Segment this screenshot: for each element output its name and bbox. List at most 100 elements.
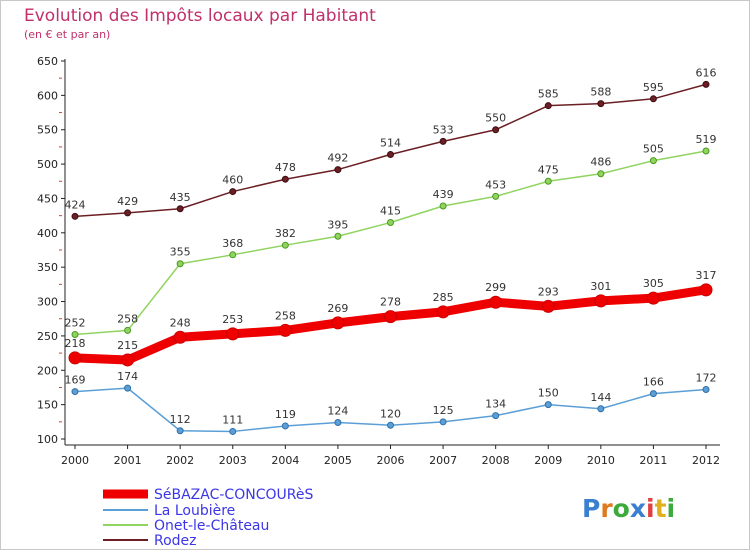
- data-point: [121, 353, 135, 367]
- data-label: 475: [538, 163, 559, 176]
- x-tick-label: 2010: [587, 454, 615, 467]
- data-label: 478: [275, 161, 296, 174]
- series-layer: 169 174 112 111 119 124 120 125 134 150 144 166 172 2…: [65, 66, 717, 435]
- data-label: 415: [380, 205, 401, 218]
- y-tick-label: 400: [37, 227, 58, 240]
- data-label: 120: [380, 407, 401, 420]
- data-label: 301: [590, 280, 611, 293]
- data-point: [176, 205, 184, 213]
- data-point: [492, 192, 500, 200]
- x-tick-label: 2008: [482, 454, 510, 467]
- x-tick-label: 2007: [429, 454, 457, 467]
- data-point: [597, 170, 605, 178]
- y-tick-label: 650: [37, 55, 58, 68]
- data-label: 595: [643, 81, 664, 94]
- data-label: 368: [222, 237, 243, 250]
- legend-label: Onet-le-Château: [154, 518, 269, 534]
- brand-letter: x: [630, 494, 646, 523]
- brand-logo: Proxiti: [582, 494, 675, 523]
- data-label: 514: [380, 136, 401, 149]
- data-label: 144: [590, 391, 611, 404]
- data-label: 111: [222, 413, 243, 426]
- series-3: 424 429 435 460 478 492 514 533 550 585 588 595 616: [65, 66, 717, 220]
- data-point: [387, 150, 394, 158]
- data-label: 174: [117, 370, 138, 383]
- brand-letter: i: [646, 494, 655, 523]
- brand-letter: r: [600, 494, 613, 523]
- brand-letter: i: [667, 494, 676, 523]
- data-point: [439, 202, 447, 210]
- data-label: 253: [222, 313, 243, 326]
- data-label: 252: [65, 317, 86, 330]
- x-tick-label: 2002: [166, 454, 194, 467]
- data-label: 269: [327, 302, 348, 315]
- data-label: 305: [643, 277, 664, 290]
- data-label: 355: [170, 246, 191, 259]
- data-point: [492, 126, 500, 134]
- data-point: [176, 260, 184, 268]
- data-label: 299: [485, 281, 506, 294]
- data-label: 278: [380, 296, 401, 309]
- series-1: 169 174 112 111 119 124 120 125 134 150 144 166 172: [65, 370, 717, 435]
- data-label: 424: [65, 198, 86, 211]
- brand-letter: P: [582, 494, 600, 523]
- data-label: 486: [590, 156, 611, 169]
- axes: 100 150 200 250 300 350 400 450 500 550 600 650 2000…: [37, 55, 720, 467]
- data-label: 172: [696, 372, 717, 385]
- data-label: 215: [117, 339, 138, 352]
- data-point: [229, 188, 237, 196]
- data-point: [699, 283, 713, 297]
- chart-subtitle: (en € et par an): [24, 28, 110, 41]
- data-point: [384, 310, 397, 324]
- data-label: 119: [275, 408, 296, 421]
- data-label: 169: [65, 374, 86, 387]
- data-point: [278, 323, 292, 337]
- data-label: 150: [538, 387, 559, 400]
- data-label: 285: [433, 291, 454, 304]
- y-tick-label: 600: [37, 89, 58, 102]
- data-label: 460: [222, 174, 243, 187]
- x-tick-label: 2011: [639, 454, 667, 467]
- data-label: 492: [327, 152, 348, 165]
- data-label: 429: [117, 195, 138, 208]
- data-label: 550: [485, 112, 506, 125]
- y-tick-label: 350: [37, 261, 58, 274]
- x-tick-label: 2012: [692, 454, 720, 467]
- y-tick-label: 500: [37, 158, 58, 171]
- data-point: [544, 177, 552, 185]
- x-tick-label: 2009: [534, 454, 562, 467]
- data-point: [229, 251, 237, 259]
- data-point: [649, 390, 657, 398]
- data-point: [71, 331, 79, 339]
- data-point: [71, 212, 79, 220]
- data-point: [594, 294, 608, 308]
- x-tick-label: 2001: [114, 454, 142, 467]
- data-point: [702, 386, 710, 394]
- y-tick-label: 150: [37, 399, 58, 412]
- data-label: 124: [327, 405, 348, 418]
- data-label: 166: [643, 376, 664, 389]
- data-point: [544, 102, 552, 110]
- data-point: [702, 147, 710, 155]
- data-label: 293: [538, 285, 559, 298]
- data-label: 258: [117, 312, 138, 325]
- data-point: [334, 166, 342, 174]
- data-point: [124, 384, 132, 392]
- data-point: [544, 401, 552, 409]
- data-label: 125: [433, 404, 454, 417]
- data-point: [439, 137, 447, 145]
- data-label: 616: [696, 66, 717, 79]
- data-label: 112: [170, 413, 191, 426]
- data-point: [226, 327, 240, 341]
- brand-text: Proxiti: [582, 494, 675, 523]
- data-point: [597, 100, 605, 108]
- x-tick-label: 2000: [61, 454, 89, 467]
- data-point: [68, 351, 82, 365]
- data-label: 258: [275, 309, 296, 322]
- brand-letter: o: [613, 494, 630, 523]
- data-label: 248: [170, 316, 191, 329]
- data-label: 505: [643, 143, 664, 156]
- data-point: [597, 405, 605, 413]
